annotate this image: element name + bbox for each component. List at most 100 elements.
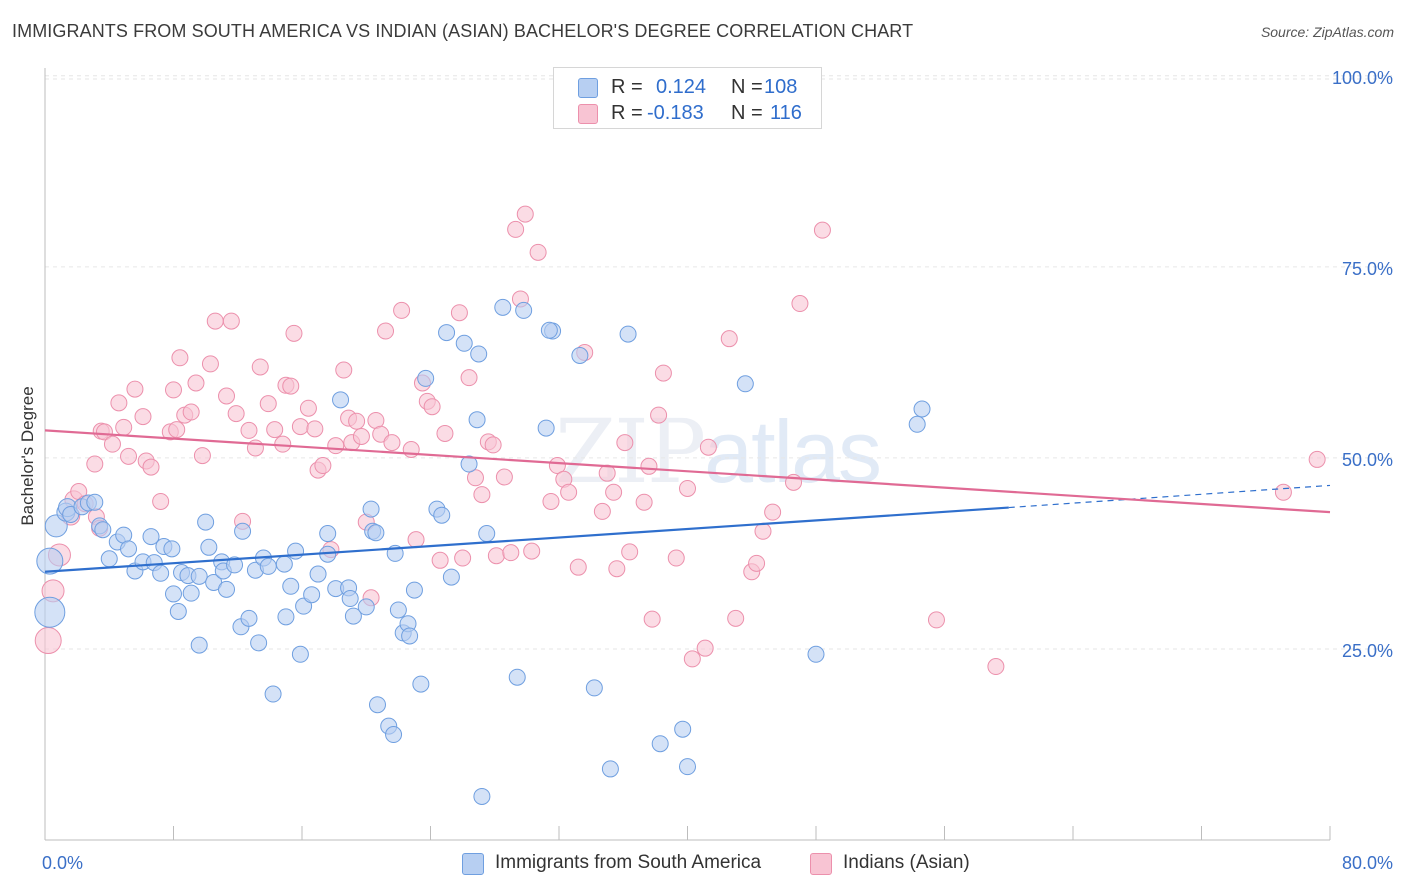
south-america-point <box>152 564 170 582</box>
south-america-point <box>309 565 327 583</box>
south-america-point <box>259 557 277 575</box>
indians-point <box>291 418 309 436</box>
indians-point <box>383 434 401 452</box>
south-america-point <box>86 493 104 511</box>
south-america-point <box>515 301 533 319</box>
south-america-point <box>537 419 555 437</box>
indians-point <box>507 220 525 238</box>
south-america-point <box>651 735 669 753</box>
south-america-point <box>319 525 337 543</box>
indians-point <box>569 558 587 576</box>
indians-point <box>436 424 454 442</box>
indians-point <box>126 380 144 398</box>
south-america-point <box>341 590 359 608</box>
south-america-point <box>571 346 589 364</box>
indians-point <box>393 301 411 319</box>
indians-point <box>206 312 224 330</box>
indians-point <box>640 457 658 475</box>
south-america-point <box>442 568 460 586</box>
south-america-point <box>142 528 160 546</box>
south-america-point <box>182 584 200 602</box>
indians-point <box>548 457 566 475</box>
chart-title: IMMIGRANTS FROM SOUTH AMERICA VS INDIAN … <box>12 21 914 41</box>
indians-point <box>152 492 170 510</box>
indians-point <box>454 549 472 567</box>
indians-point <box>95 423 113 441</box>
south-america-point <box>619 325 637 343</box>
correlation-legend: R = 0.124 N = 108 R = -0.183 N = 116 <box>553 67 822 129</box>
south-america-point <box>287 542 305 560</box>
indians-point <box>222 312 240 330</box>
indians-point <box>34 627 62 655</box>
south-america-point <box>401 627 419 645</box>
n-label-pink: N = <box>731 102 763 124</box>
source-label: Source: ZipAtlas.com <box>1260 24 1394 40</box>
indians-point <box>927 611 945 629</box>
south-america-point <box>190 636 208 654</box>
indians-point <box>171 349 189 367</box>
indians-point <box>306 420 324 438</box>
south-america-point <box>585 679 603 697</box>
indians-point <box>791 295 809 313</box>
legend-label-south-america: Immigrants from South America <box>495 852 762 873</box>
south-america-point <box>478 525 496 543</box>
south-america-point <box>913 400 931 418</box>
indians-point <box>103 435 121 453</box>
south-america-point <box>385 726 403 744</box>
indians-point <box>240 421 258 439</box>
indians-point <box>621 543 639 561</box>
indians-point <box>667 549 685 567</box>
indians-point <box>407 531 425 549</box>
indians-point <box>650 406 668 424</box>
r-value-blue: 0.124 <box>656 76 707 98</box>
r-label-blue: R = <box>611 76 643 98</box>
indians-point <box>754 522 772 540</box>
south-america-point <box>736 375 754 393</box>
south-america-point <box>250 634 268 652</box>
south-america-point <box>494 298 512 316</box>
indians-point <box>142 458 160 476</box>
south-america-point <box>165 585 182 603</box>
indians-point <box>377 322 395 340</box>
south-america-trendline <box>44 506 1009 573</box>
indians-point <box>473 486 491 504</box>
south-america-point <box>473 787 491 805</box>
indians-point <box>813 221 831 239</box>
south-america-point <box>362 500 380 518</box>
south-america-point <box>275 555 293 573</box>
indians-point <box>285 324 303 342</box>
y-tick-label: 25.0% <box>1342 641 1393 661</box>
y-axis-label: Bachelor's Degree <box>18 386 37 525</box>
south-america-point <box>197 513 215 531</box>
indians-point <box>182 403 200 421</box>
south-america-point <box>291 645 309 663</box>
south-america-point <box>100 550 118 568</box>
legend-swatch-blue <box>462 853 484 875</box>
indians-point <box>720 330 738 348</box>
south-america-point <box>120 540 138 558</box>
south-america-point <box>908 415 926 433</box>
south-america-point <box>226 556 244 574</box>
indians-point <box>423 398 441 416</box>
south-america-point <box>303 586 321 604</box>
legend-label-indians: Indians (Asian) <box>843 852 970 873</box>
indians-point <box>643 610 661 628</box>
y-tick-label: 100.0% <box>1332 68 1393 88</box>
indians-point <box>748 554 766 572</box>
indians-point <box>168 421 186 439</box>
indians-point <box>679 479 696 497</box>
south-america-point <box>460 455 478 473</box>
indians-point <box>635 493 653 511</box>
south-america-point <box>540 321 558 339</box>
south-america-point <box>344 607 362 625</box>
south-america-point <box>367 524 385 542</box>
indians-point <box>266 421 284 439</box>
south-america-point <box>508 668 526 686</box>
indians-point <box>259 395 277 413</box>
south-america-point <box>277 608 295 626</box>
south-america-point <box>417 369 435 387</box>
indians-point <box>431 551 449 569</box>
indians-point <box>120 447 138 465</box>
indians-point <box>608 560 626 578</box>
y-tick-label: 75.0% <box>1342 259 1393 279</box>
